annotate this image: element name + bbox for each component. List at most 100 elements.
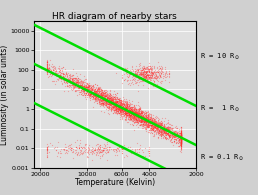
Point: [59, 74, 63, 77]
Point: [77, 146, 81, 149]
Point: [153, 121, 157, 125]
Point: [115, 95, 119, 98]
Point: [118, 109, 122, 112]
Point: [123, 111, 127, 114]
Point: [114, 105, 118, 108]
Point: [93, 96, 97, 99]
Point: [143, 154, 147, 157]
Point: [179, 138, 183, 142]
Point: [62, 80, 66, 83]
Point: [75, 85, 79, 88]
Point: [138, 71, 142, 74]
Point: [116, 106, 120, 109]
Point: [150, 118, 154, 121]
Point: [67, 78, 71, 81]
Point: [146, 73, 150, 76]
Point: [120, 74, 124, 77]
Point: [147, 153, 151, 156]
Point: [109, 95, 114, 98]
Point: [70, 83, 74, 86]
Point: [118, 105, 122, 109]
Point: [114, 108, 118, 112]
Point: [143, 114, 148, 117]
Point: [66, 79, 70, 82]
Point: [168, 129, 172, 132]
Point: [149, 128, 153, 131]
Point: [117, 111, 121, 114]
Point: [89, 88, 93, 91]
Point: [115, 104, 119, 107]
Point: [95, 88, 99, 91]
Point: [115, 101, 119, 104]
Point: [128, 108, 133, 111]
Point: [147, 69, 151, 73]
Point: [50, 73, 54, 76]
Point: [95, 97, 99, 100]
Point: [131, 116, 135, 119]
Point: [142, 113, 146, 116]
Point: [162, 128, 166, 131]
Point: [179, 132, 183, 135]
Point: [179, 129, 183, 132]
Point: [102, 100, 107, 103]
Point: [122, 109, 126, 112]
Point: [101, 102, 105, 105]
Point: [152, 126, 157, 129]
Point: [166, 133, 170, 136]
Point: [122, 102, 126, 105]
Point: [179, 139, 183, 142]
Point: [148, 121, 152, 124]
Point: [150, 122, 154, 125]
Point: [137, 113, 141, 116]
Point: [141, 119, 145, 122]
Point: [136, 113, 140, 116]
Point: [147, 115, 151, 118]
Point: [80, 94, 84, 97]
Point: [121, 103, 125, 106]
Point: [67, 74, 71, 77]
Point: [120, 148, 124, 151]
Point: [166, 72, 171, 75]
Point: [120, 76, 124, 79]
Point: [113, 104, 117, 107]
Point: [147, 124, 151, 127]
Point: [179, 130, 183, 133]
Point: [147, 123, 151, 127]
Point: [167, 122, 172, 126]
Point: [45, 62, 49, 65]
Point: [107, 106, 111, 109]
Point: [104, 88, 108, 91]
Point: [115, 92, 119, 95]
Point: [80, 86, 85, 89]
Point: [126, 106, 130, 110]
Point: [132, 110, 136, 113]
Point: [176, 138, 181, 141]
Point: [146, 123, 150, 127]
Point: [140, 118, 144, 121]
Point: [76, 87, 80, 90]
Point: [132, 121, 136, 124]
Point: [98, 92, 102, 95]
Point: [143, 116, 147, 120]
Point: [179, 131, 183, 134]
Point: [179, 140, 183, 143]
Point: [95, 84, 99, 87]
Point: [149, 119, 153, 122]
Point: [92, 94, 96, 97]
Point: [83, 94, 87, 97]
Point: [45, 150, 49, 153]
Point: [179, 132, 183, 135]
Point: [103, 104, 107, 107]
Point: [117, 101, 121, 104]
Point: [128, 111, 132, 114]
Point: [128, 106, 132, 109]
Point: [108, 95, 112, 98]
Point: [110, 106, 114, 109]
Point: [179, 138, 183, 141]
Point: [144, 113, 148, 116]
Point: [137, 72, 141, 75]
Point: [160, 125, 164, 129]
Point: [61, 74, 65, 77]
Point: [179, 137, 183, 140]
Point: [64, 72, 68, 75]
